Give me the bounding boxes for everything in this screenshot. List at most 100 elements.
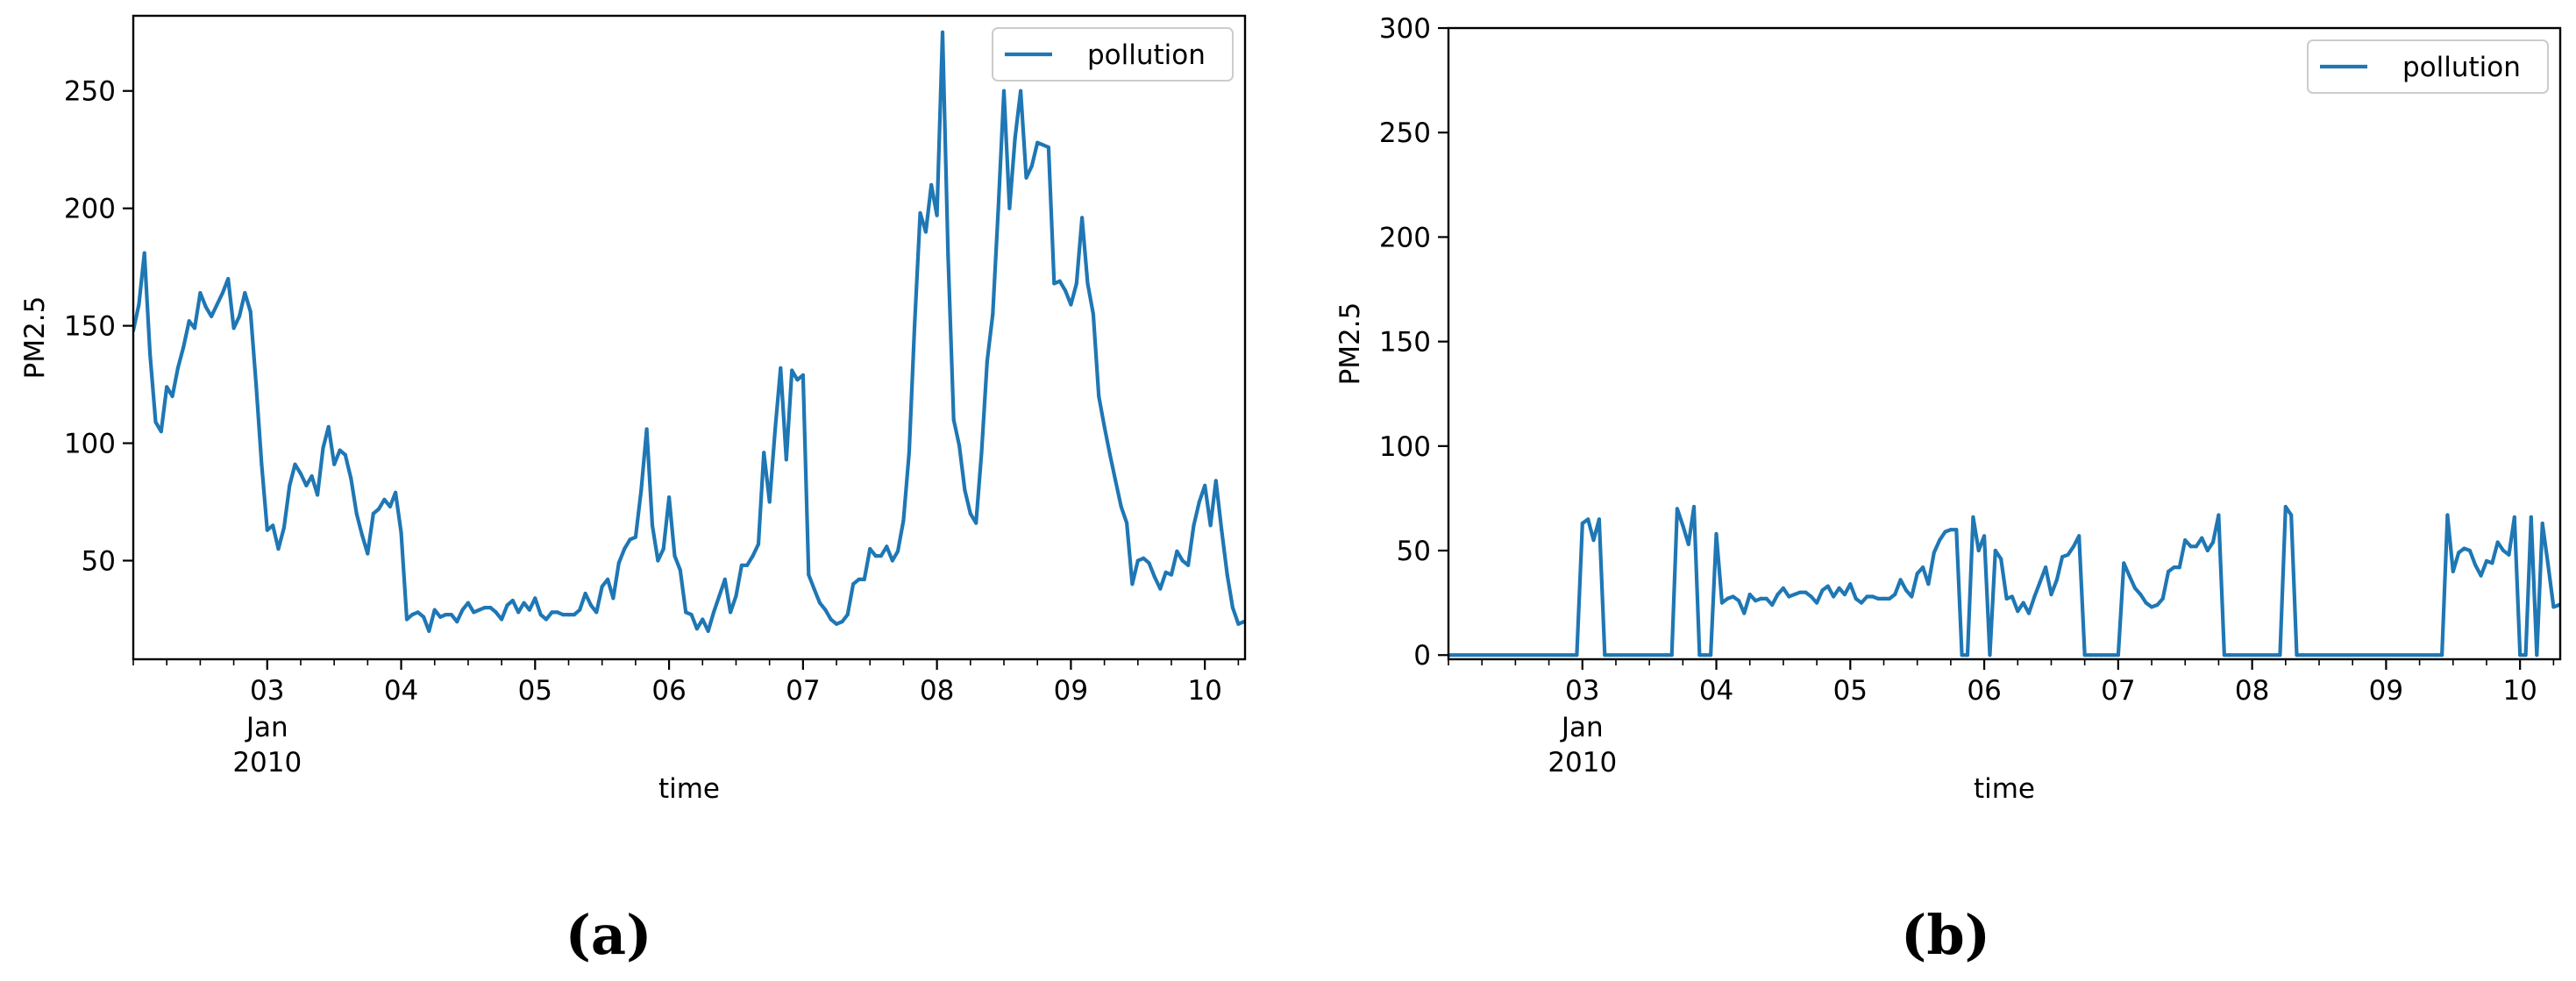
data-point-b-95 xyxy=(2144,601,2148,605)
data-point-a-163 xyxy=(1041,143,1045,147)
data-point-b-64 xyxy=(1971,515,1975,520)
data-point-a-113 xyxy=(762,451,766,455)
data-point-a-74 xyxy=(544,617,549,622)
data-point-b-18 xyxy=(1714,531,1719,537)
data-point-a-50 xyxy=(410,613,415,617)
data-point-a-13 xyxy=(203,305,208,309)
data-point-b-137 xyxy=(2551,605,2556,609)
data-point-b-10 xyxy=(1669,653,1674,658)
data-point-b-117 xyxy=(2440,653,2444,658)
y-tick-label-a-250: 250 xyxy=(64,76,116,108)
data-point-b-14 xyxy=(1691,504,1697,509)
data-point-b-34 xyxy=(1804,590,1808,594)
legend-label-b: pollution xyxy=(2402,52,2521,83)
data-point-a-68 xyxy=(510,598,515,603)
data-point-a-83 xyxy=(594,610,599,615)
data-point-a-166 xyxy=(1057,279,1062,283)
data-point-b-99 xyxy=(2167,569,2171,574)
data-point-a-160 xyxy=(1024,175,1028,180)
data-point-a-147 xyxy=(951,417,956,422)
data-point-a-48 xyxy=(399,530,403,535)
data-point-b-11 xyxy=(1675,507,1679,511)
y-tick-label-a-150: 150 xyxy=(64,311,116,343)
legend-label-a: pollution xyxy=(1087,39,1206,71)
data-point-a-155 xyxy=(996,206,1000,210)
data-point-a-151 xyxy=(974,521,978,525)
data-point-a-117 xyxy=(784,458,788,462)
data-point-a-75 xyxy=(550,610,554,615)
data-point-b-13 xyxy=(1686,542,1690,547)
data-point-b-52 xyxy=(1904,588,1909,593)
data-point-a-193 xyxy=(1208,523,1213,528)
data-point-b-61 xyxy=(1954,528,1959,532)
data-point-b-38 xyxy=(1825,584,1830,588)
data-point-a-114 xyxy=(767,500,772,504)
data-point-a-64 xyxy=(488,606,493,610)
data-point-a-49 xyxy=(404,617,409,622)
data-point-a-131 xyxy=(862,577,866,582)
data-point-a-52 xyxy=(422,615,426,619)
x-tick-sublabel-year-a: 2010 xyxy=(232,747,302,778)
data-point-a-82 xyxy=(588,603,594,608)
data-point-b-26 xyxy=(1759,596,1763,601)
data-point-b-114 xyxy=(2295,653,2299,658)
data-point-b-28 xyxy=(1770,602,1775,608)
data-point-b-21 xyxy=(1731,594,1735,599)
data-point-b-81 xyxy=(2066,552,2070,557)
data-point-a-173 xyxy=(1097,394,1101,399)
data-point-a-125 xyxy=(829,617,833,622)
data-point-a-78 xyxy=(566,613,571,617)
data-point-b-126 xyxy=(2490,561,2494,565)
data-point-b-72 xyxy=(2016,609,2020,614)
data-point-a-8 xyxy=(175,366,180,370)
data-point-a-55 xyxy=(438,615,443,619)
data-point-a-12 xyxy=(198,291,203,295)
data-point-b-69 xyxy=(1999,557,2003,561)
data-point-a-94 xyxy=(656,558,660,563)
data-point-b-133 xyxy=(2529,515,2533,520)
x-tick-label-a-03: 03 xyxy=(250,675,284,707)
data-point-b-92 xyxy=(2127,573,2131,578)
data-point-a-31 xyxy=(304,483,309,487)
data-point-a-105 xyxy=(717,594,722,598)
data-point-b-35 xyxy=(1809,594,1813,599)
data-point-b-6 xyxy=(1597,517,1601,522)
data-point-a-72 xyxy=(533,596,537,601)
data-point-b-135 xyxy=(2540,521,2544,526)
data-point-a-134 xyxy=(879,554,884,558)
data-point-a-154 xyxy=(991,312,995,316)
data-point-a-9 xyxy=(181,345,186,349)
data-point-a-76 xyxy=(555,610,559,615)
x-tick-label-b-07: 07 xyxy=(2101,675,2135,707)
data-point-a-79 xyxy=(572,613,577,617)
data-point-a-45 xyxy=(382,497,387,501)
data-point-b-91 xyxy=(2122,561,2126,565)
data-point-b-29 xyxy=(1775,593,1780,597)
data-point-b-116 xyxy=(2434,653,2438,658)
data-point-b-32 xyxy=(1792,593,1797,597)
data-point-a-169 xyxy=(1074,281,1078,286)
data-point-b-85 xyxy=(2089,653,2093,658)
y-tick-label-a-100: 100 xyxy=(64,429,116,460)
data-point-b-75 xyxy=(2032,594,2037,599)
data-point-a-92 xyxy=(644,427,649,431)
data-point-b-128 xyxy=(2501,548,2506,553)
data-point-a-136 xyxy=(890,558,894,563)
data-point-a-46 xyxy=(388,504,392,509)
data-point-b-68 xyxy=(1993,548,1997,553)
data-point-a-3 xyxy=(148,352,153,356)
data-point-a-42 xyxy=(366,551,370,556)
data-point-b-104 xyxy=(2194,544,2198,549)
data-point-b-98 xyxy=(2160,596,2165,601)
data-point-a-59 xyxy=(460,608,465,612)
data-point-a-7 xyxy=(170,394,174,399)
data-point-b-80 xyxy=(2060,555,2065,559)
data-point-a-171 xyxy=(1085,281,1090,286)
data-point-b-76 xyxy=(2038,579,2042,584)
x-tick-label-a-07: 07 xyxy=(786,675,820,707)
data-point-a-196 xyxy=(1225,572,1229,577)
data-point-b-50 xyxy=(1893,593,1897,597)
data-point-a-170 xyxy=(1080,216,1085,220)
data-point-b-88 xyxy=(2105,653,2110,658)
